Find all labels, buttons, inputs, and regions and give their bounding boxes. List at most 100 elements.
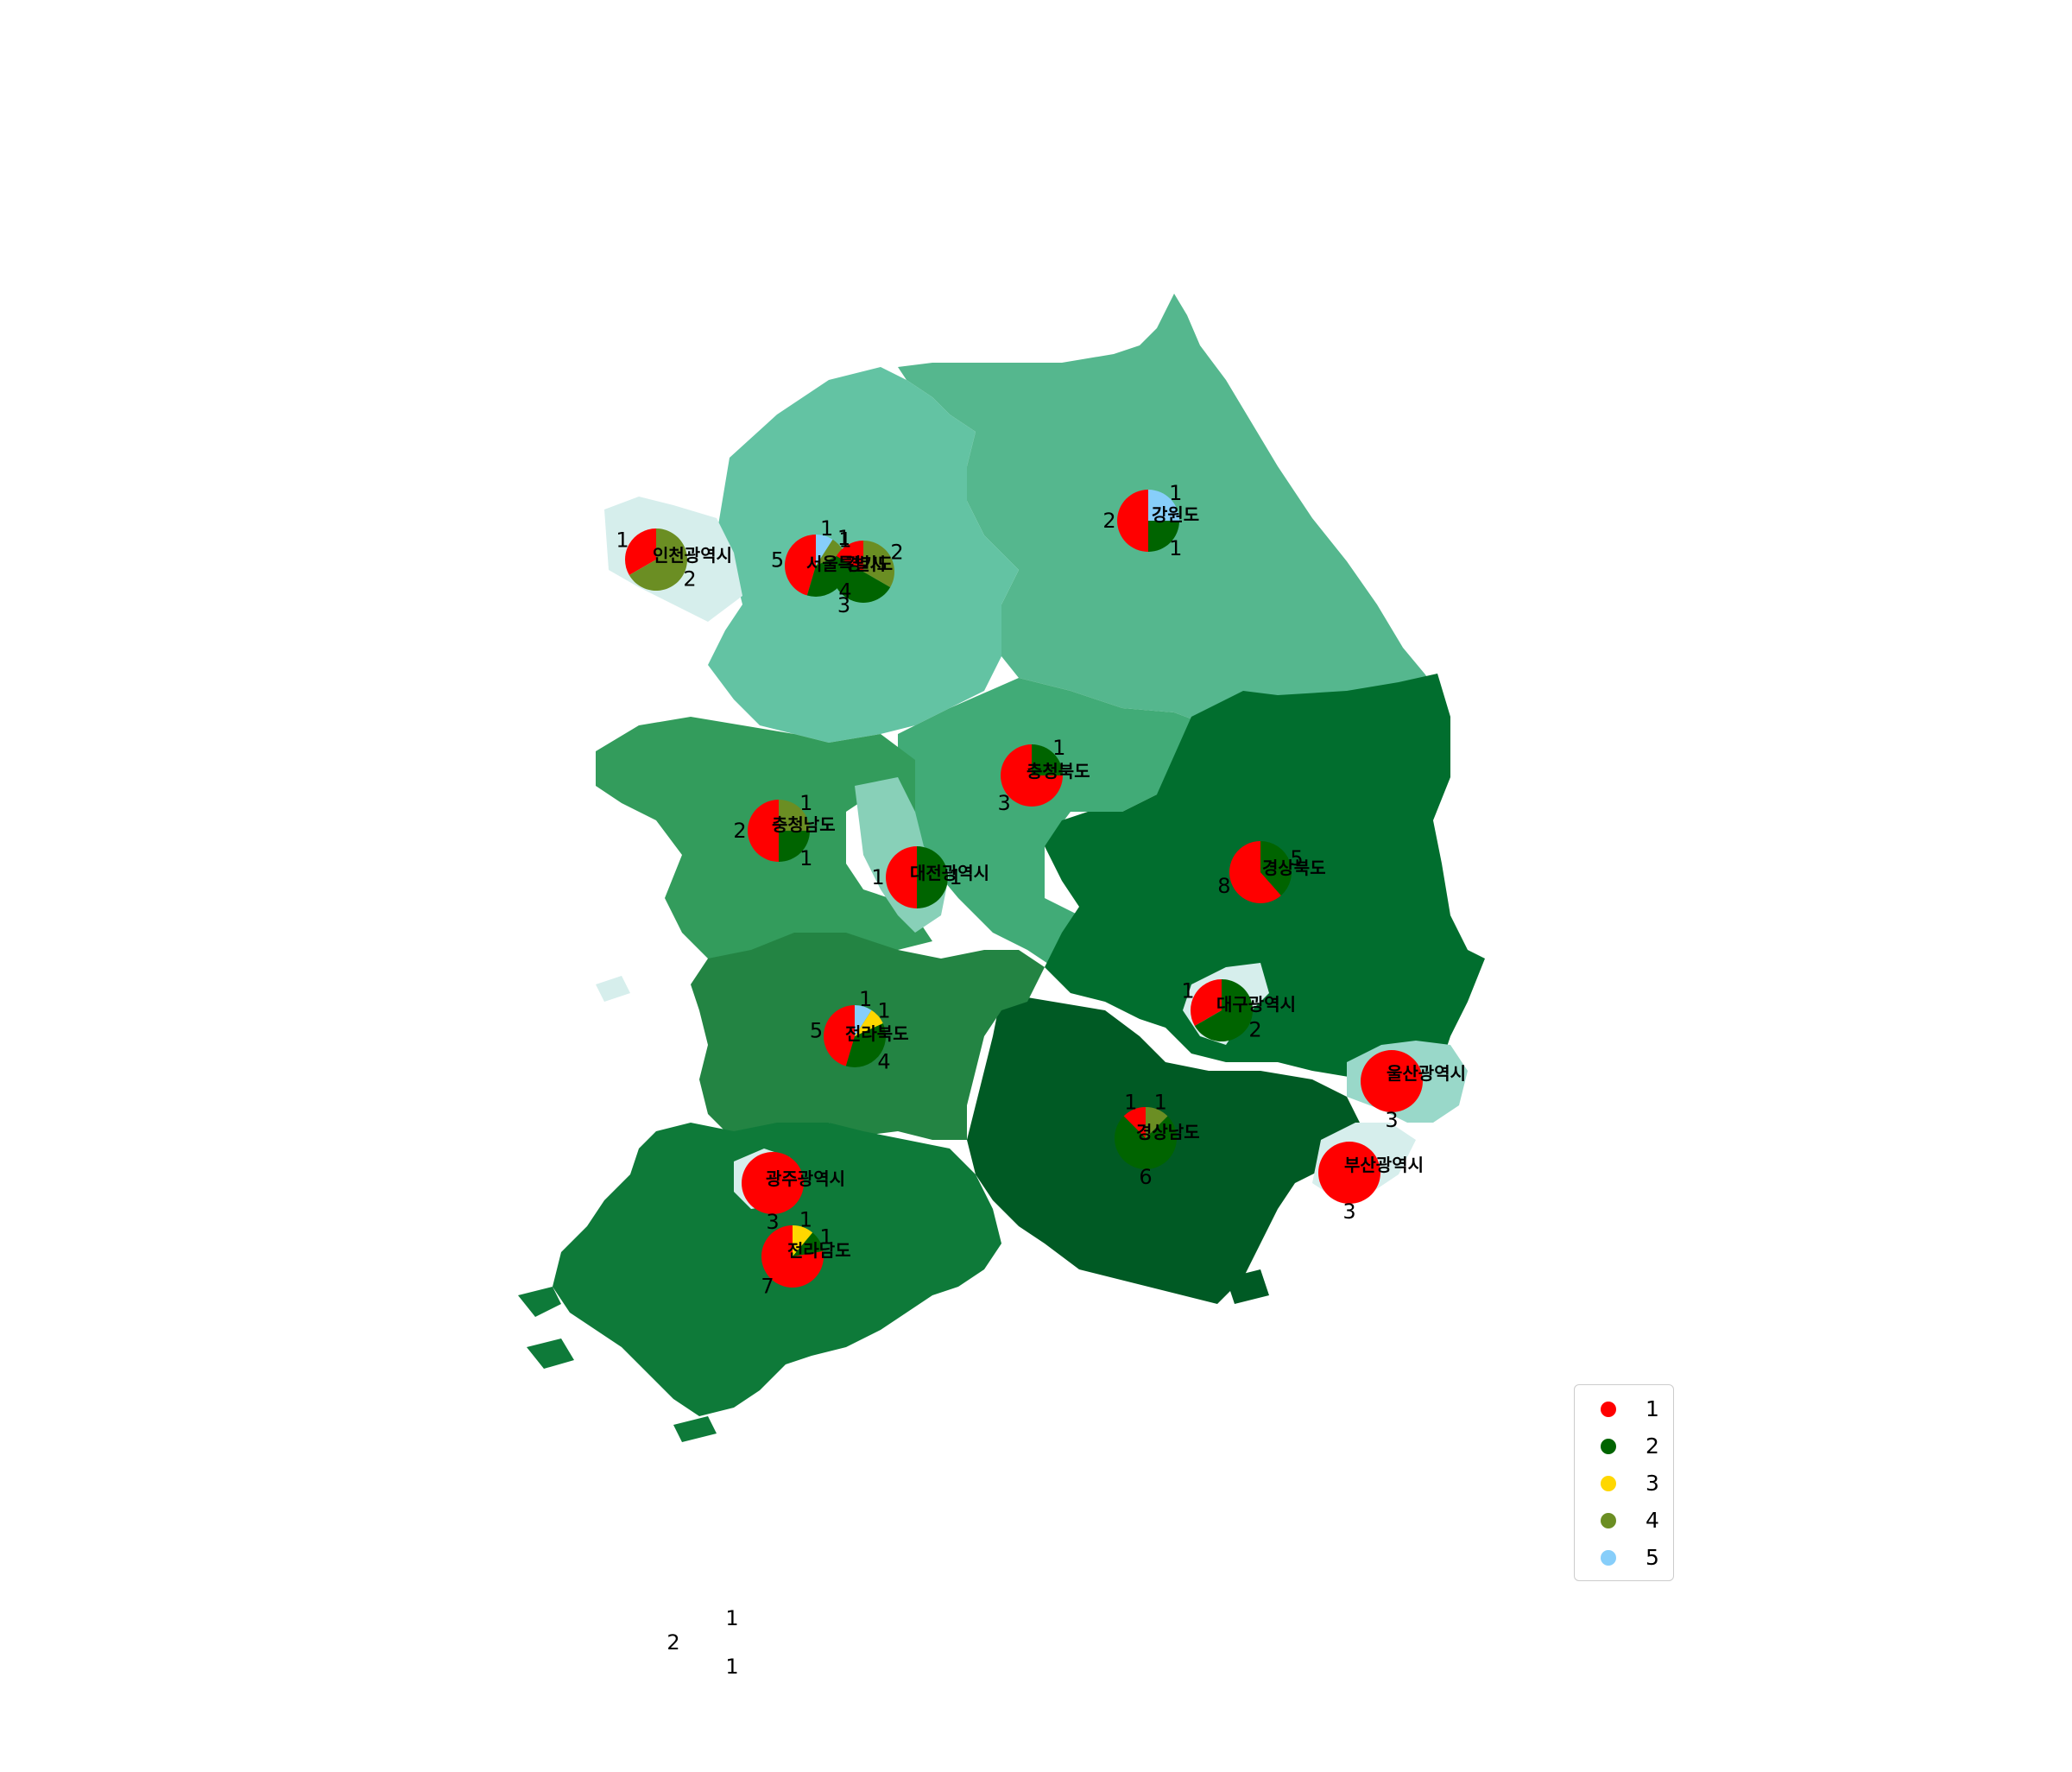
pie-slice (886, 846, 917, 908)
slice-count-label: 5 (771, 548, 784, 573)
pie-slice (1361, 1050, 1423, 1112)
slice-count-label: 1 (820, 516, 833, 541)
pie-slice (629, 528, 687, 591)
legend-marker (1601, 1438, 1616, 1454)
pie-slice (1191, 979, 1222, 1026)
slice-count-label: 5 (810, 1019, 823, 1043)
pie-chart (1191, 979, 1253, 1041)
legend-item: 5 (1575, 1539, 1673, 1576)
pie-slice (816, 535, 833, 566)
slice-count-label: 1 (877, 999, 890, 1023)
pie-slice (836, 541, 863, 572)
slice-count-label: 1 (1169, 536, 1182, 560)
pie-chart (1117, 490, 1179, 552)
slice-count-label: 3 (766, 1210, 779, 1234)
pie-slice (793, 1232, 824, 1256)
slice-count-label: 2 (890, 541, 903, 565)
region-label: 전라남도 (787, 1240, 851, 1261)
pie-slice (823, 1004, 855, 1066)
pie-chart (1229, 841, 1292, 903)
legend-marker (1601, 1401, 1616, 1417)
slice-count-label: 1 (1169, 481, 1182, 505)
slice-count-label: 1 (949, 865, 962, 889)
pie-chart (1001, 744, 1063, 807)
slice-count-label: 2 (1248, 1018, 1261, 1042)
pie-slice (816, 539, 844, 566)
pie-chart (761, 1225, 824, 1288)
pie-slice (1032, 744, 1063, 775)
pie-slice (1117, 490, 1148, 552)
pie-chart (742, 1152, 804, 1214)
slice-count-label: 2 (683, 567, 696, 592)
island-shape (527, 1338, 574, 1369)
slice-count-label: 1 (1154, 1090, 1167, 1114)
stray-count-label: 1 (725, 1606, 738, 1630)
pie-chart (886, 846, 948, 908)
slice-count-label: 1 (859, 987, 872, 1011)
pie-chart (625, 528, 687, 591)
slice-count-label: 3 (998, 791, 1011, 815)
slice-count-label: 4 (877, 1049, 890, 1073)
pie-slice (742, 1152, 804, 1214)
region-label: 서울특별시 (806, 554, 886, 574)
pie-slice (917, 846, 948, 908)
legend-item: 1 (1575, 1390, 1673, 1427)
pie-slice (1148, 490, 1179, 521)
legend-marker (1601, 1475, 1616, 1491)
pie-slice (855, 1009, 883, 1036)
slice-count-label: 4 (838, 579, 851, 603)
pie-slice (1146, 1107, 1168, 1138)
slice-count-label: 7 (761, 1274, 774, 1298)
pie-slice (1318, 1142, 1380, 1204)
legend-label: 4 (1646, 1508, 1659, 1533)
region-label: 부산광역시 (1344, 1155, 1424, 1175)
slice-count-label: 1 (1052, 736, 1065, 760)
pie-chart (1361, 1050, 1423, 1112)
region-label: 충청남도 (772, 814, 836, 835)
pie-slice (1148, 521, 1179, 552)
pie-chart (748, 800, 810, 862)
slice-count-label: 1 (1124, 1090, 1137, 1114)
region-label: 대전광역시 (910, 863, 989, 883)
legend-label: 3 (1646, 1471, 1659, 1496)
island-shape (1226, 1269, 1269, 1304)
pie-slice (863, 541, 894, 587)
pie-slice (832, 556, 891, 603)
pie-chart (823, 1004, 886, 1067)
pie-chart (832, 541, 894, 603)
pie-slice (1260, 841, 1292, 895)
slice-count-label: 3 (1385, 1108, 1398, 1132)
slice-count-label: 1 (616, 528, 629, 553)
slice-count-label: 1 (871, 865, 884, 889)
pie-slice (845, 1023, 886, 1067)
region-label: 충청북도 (1027, 761, 1090, 782)
region-label: 울산광역시 (1387, 1063, 1466, 1084)
region-label: 경상남도 (1136, 1122, 1200, 1142)
region-label: 경상북도 (1262, 858, 1326, 878)
slice-count-label: 2 (1102, 509, 1115, 533)
legend-label: 2 (1646, 1433, 1659, 1459)
pie-slice (1123, 1107, 1146, 1138)
region-shapes (518, 294, 1485, 1442)
slice-count-label: 1 (799, 846, 812, 870)
slice-count-label: 5 (1290, 846, 1303, 870)
pie-slice (1194, 979, 1253, 1041)
slice-count-label: 3 (837, 593, 850, 617)
pie-slice (779, 800, 810, 831)
region-label: 대구광역시 (1216, 994, 1296, 1015)
legend-item: 3 (1575, 1465, 1673, 1502)
legend: 1 2 3 4 5 (1574, 1384, 1674, 1581)
region-chungbuk (898, 678, 1209, 967)
slice-count-label: 1 (799, 1208, 812, 1232)
region-label: 광주광역시 (766, 1168, 845, 1189)
region-label: 경기도 (845, 554, 893, 574)
island-shape (518, 1287, 561, 1317)
pie-chart (1115, 1107, 1178, 1170)
slice-count-label: 1 (838, 528, 851, 553)
slice-count-label: 1 (1181, 979, 1194, 1003)
island-shape (596, 976, 630, 1002)
legend-item: 4 (1575, 1502, 1673, 1539)
